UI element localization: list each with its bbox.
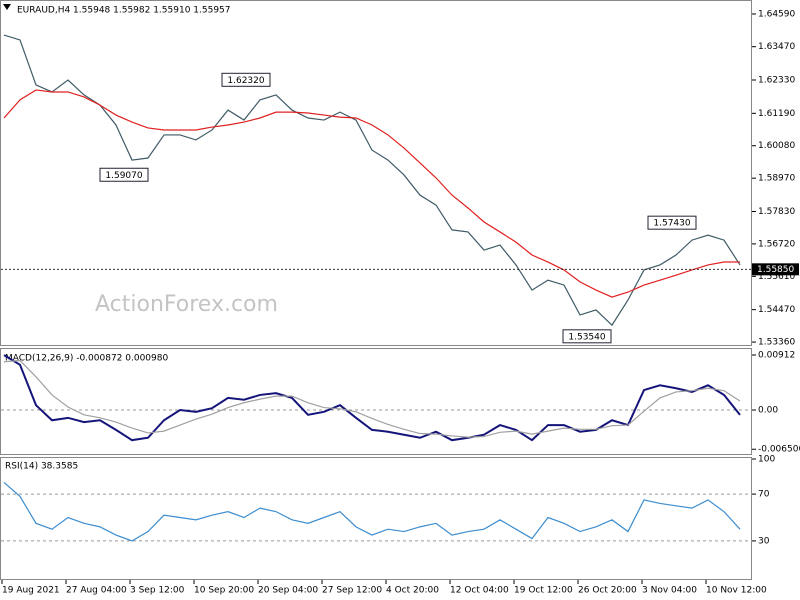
macd-panel (0, 348, 752, 455)
y-tick-label: 1.55610 (758, 272, 795, 282)
rsi-panel (0, 457, 752, 580)
x-tick-label: 10 Sep 20:00 (194, 586, 254, 596)
annotation-label: 1.62320 (227, 76, 264, 86)
y-tick-label: 1.58970 (758, 174, 795, 184)
annotation-label: 1.53540 (568, 332, 605, 342)
series-line (3, 34, 741, 327)
x-tick-label: 4 Oct 20:00 (386, 586, 439, 596)
x-tick-label: 19 Oct 12:00 (514, 586, 573, 596)
y-tick-label: 0.00 (758, 406, 778, 416)
annotation-box (562, 329, 612, 344)
price-panel (0, 0, 752, 346)
annotation-box (221, 72, 271, 87)
x-tick-label: 19 Aug 2021 (2, 586, 60, 596)
current-price-box (752, 263, 799, 276)
x-tick-label: 10 Nov 12:00 (706, 586, 767, 596)
y-tick-label: 100 (758, 455, 775, 465)
y-tick-label: -0.006506 (758, 445, 800, 455)
x-tick-label: 12 Oct 04:00 (450, 586, 509, 596)
x-tick-label: 26 Oct 20:00 (578, 586, 637, 596)
annotation-label: 1.57430 (653, 219, 690, 229)
x-tick-label: 20 Sep 04:00 (258, 586, 318, 596)
x-tick-label: 27 Aug 04:00 (66, 586, 127, 596)
price-title: EURAUD,H4 1.55948 1.55982 1.55910 1.5595… (17, 6, 231, 16)
annotation-box (99, 167, 149, 182)
series-line (3, 354, 741, 442)
y-tick-label: 30 (758, 536, 770, 546)
watermark: ActionForex.com (95, 292, 278, 317)
y-tick-label: 1.56720 (758, 239, 795, 249)
annotation-label: 1.59070 (105, 171, 142, 181)
y-tick-label: 0.00912 (758, 350, 795, 360)
x-tick-label: 27 Sep 12:00 (322, 586, 382, 596)
macd-title: MACD(12,26,9) -0.000872 0.000980 (5, 354, 168, 364)
series-line (3, 89, 740, 298)
y-tick-label: 70 (758, 490, 770, 500)
y-tick-label: 1.54470 (758, 305, 795, 315)
y-tick-label: 1.57830 (758, 207, 795, 217)
y-tick-label: 1.62330 (758, 76, 795, 86)
rsi-title: RSI(14) 38.3585 (5, 462, 78, 472)
menu-icon (3, 4, 11, 10)
y-tick-label: 1.63470 (758, 42, 795, 52)
annotation-box (647, 215, 697, 230)
series-line (3, 481, 741, 542)
x-tick-label: 3 Sep 12:00 (130, 586, 185, 596)
y-tick-label: 1.53360 (758, 338, 795, 348)
series-line (3, 359, 741, 438)
y-tick-label: 1.61190 (758, 109, 795, 119)
y-tick-label: 1.64590 (758, 9, 795, 19)
y-tick-label: 1.60080 (758, 141, 795, 151)
x-tick-label: 3 Nov 04:00 (642, 586, 697, 596)
current-price-label: 1.55850 (757, 265, 794, 275)
